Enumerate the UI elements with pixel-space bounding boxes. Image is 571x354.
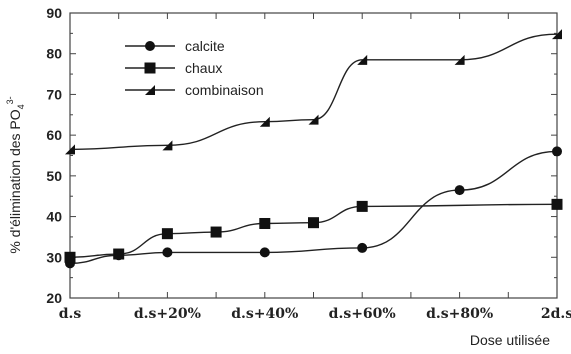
series-calcite [65, 146, 562, 269]
data-point [552, 29, 562, 40]
x-tick-label: d.s+80% [426, 306, 493, 322]
series-line [69, 203, 558, 258]
series-chaux [64, 198, 563, 263]
data-point [162, 140, 173, 151]
x-tick-label: 2d.s [541, 306, 571, 322]
x-tick-label: d.s+20% [134, 306, 201, 322]
data-point [161, 228, 173, 240]
legend-marker [145, 85, 155, 95]
y-tick-label: 50 [46, 168, 62, 184]
y-tick-label: 30 [46, 249, 62, 265]
data-point [551, 198, 563, 210]
data-point [259, 247, 270, 258]
data-point [308, 217, 319, 229]
y-tick-label: 60 [46, 127, 62, 143]
legend-label: chaux [185, 60, 222, 76]
x-tick-label: d.s+40% [231, 306, 298, 322]
x-axis-label: Dose utilisée [470, 332, 550, 348]
legend-entry-combinaison: combinaison [125, 82, 264, 98]
x-axis-ticks: d.s d.s+20% d.s+40% d.s+60% d.s+80% 2d.s [59, 13, 571, 322]
legend-marker [144, 62, 156, 74]
series-combinaison [65, 29, 562, 155]
series-line [69, 150, 558, 265]
data-point [356, 200, 368, 212]
legend-label: combinaison [185, 82, 264, 98]
data-point [454, 54, 465, 65]
x-tick-label: d.s+60% [329, 306, 396, 322]
data-point [113, 248, 125, 260]
data-point [454, 185, 465, 196]
data-point [65, 144, 75, 155]
series-line [69, 33, 558, 151]
data-point [259, 116, 270, 127]
y-tick-label: 70 [46, 86, 62, 102]
data-point [308, 114, 319, 125]
data-point [210, 226, 222, 238]
x-tick-label: d.s [59, 306, 82, 322]
plot-area [69, 12, 558, 299]
y-axis-label: % d'élimination des PO43- [5, 96, 26, 253]
plot-frame [69, 12, 558, 299]
data-point [357, 54, 368, 65]
data-point [64, 251, 76, 263]
data-point [162, 247, 173, 258]
y-tick-label: 20 [46, 290, 62, 306]
legend-label: calcite [185, 38, 225, 54]
legend-marker [145, 41, 155, 51]
legend: calcite chaux combinaison [125, 38, 264, 98]
series-layer [64, 29, 563, 269]
legend-entry-calcite: calcite [125, 38, 225, 54]
data-point [357, 242, 368, 253]
y-tick-label: 90 [46, 5, 62, 21]
data-point [259, 217, 271, 229]
y-tick-label: 40 [46, 209, 62, 225]
legend-entry-chaux: chaux [125, 60, 222, 76]
data-point [552, 146, 562, 157]
y-axis-ticks: 20 30 40 50 60 70 80 90 [46, 5, 557, 306]
y-tick-label: 80 [46, 46, 62, 62]
